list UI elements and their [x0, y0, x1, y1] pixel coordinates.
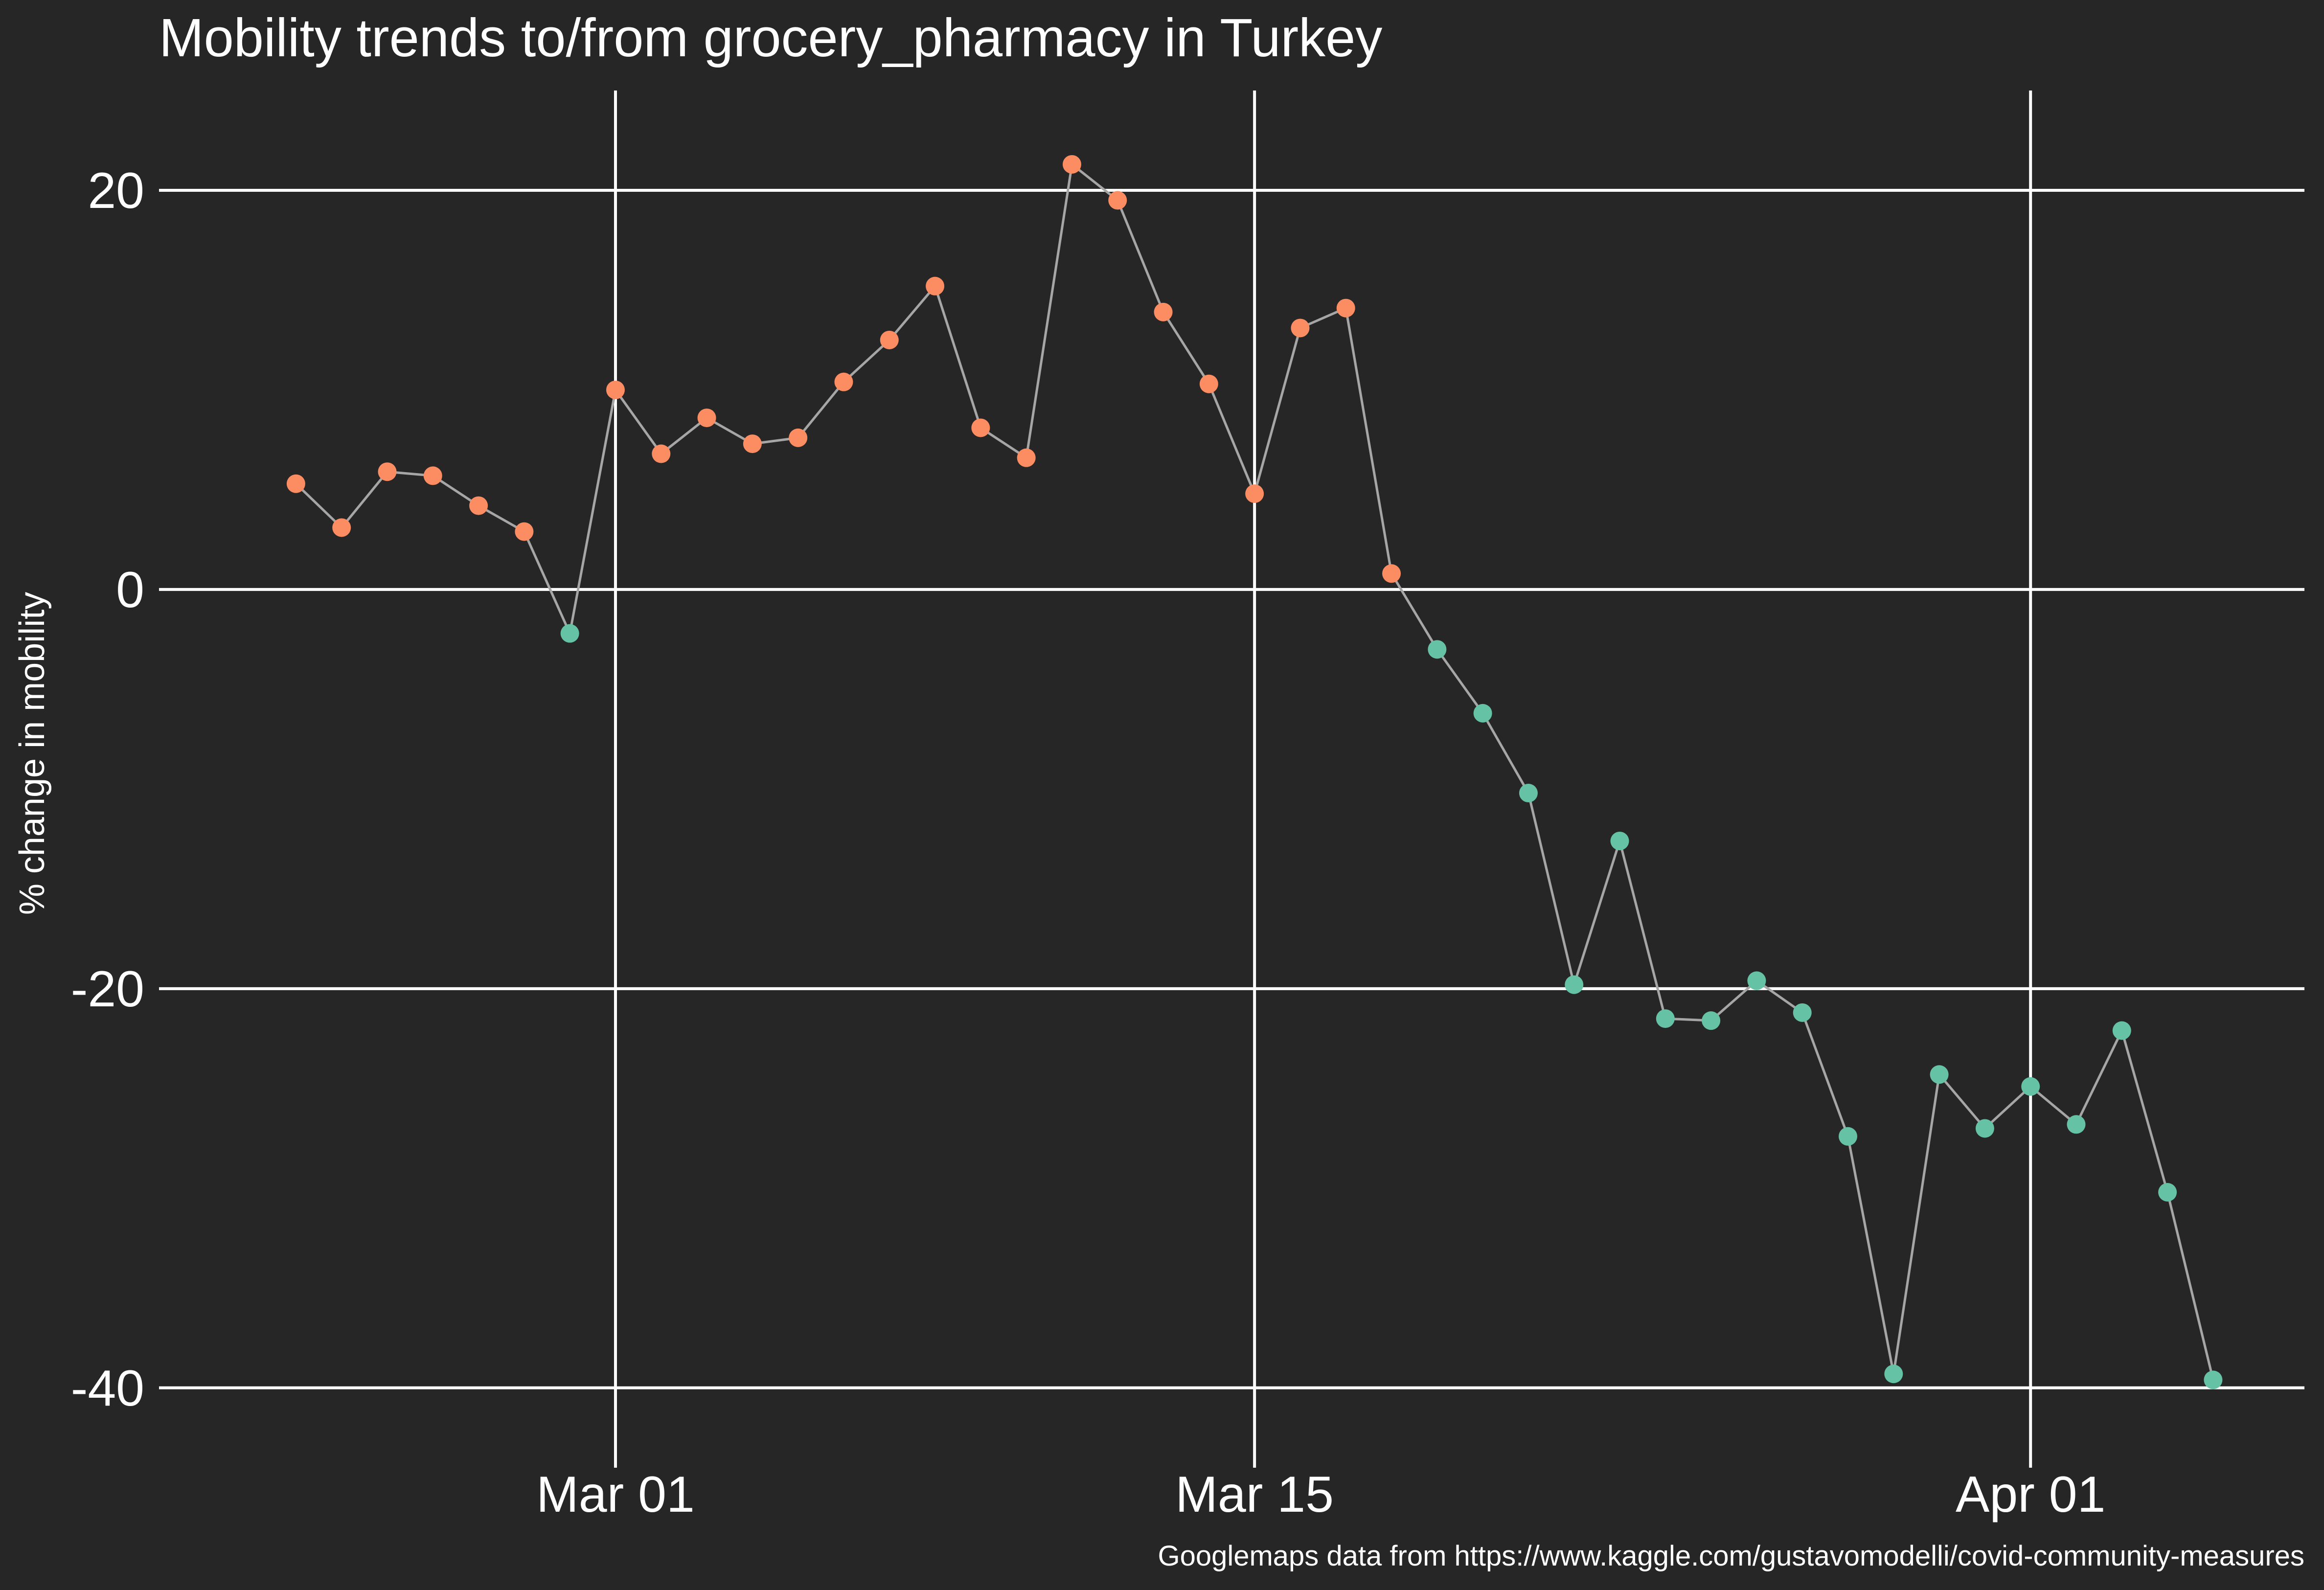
data-point [378, 462, 397, 481]
data-point [2158, 1183, 2177, 1202]
data-point [1793, 1003, 1812, 1022]
data-point [880, 330, 899, 349]
data-point [1473, 704, 1492, 723]
data-point [2021, 1077, 2040, 1096]
data-point [1747, 971, 1766, 990]
data-point [286, 474, 305, 493]
x-tick-label: Apr 01 [1956, 1466, 2105, 1523]
data-point [1382, 564, 1401, 583]
y-gridlines [159, 188, 2304, 1389]
y-axis-label: % change in mobility [13, 592, 52, 915]
data-point [1336, 298, 1355, 318]
data-point [2067, 1115, 2086, 1134]
x-tick-label: Mar 15 [1175, 1466, 1334, 1523]
data-point [1199, 374, 1218, 393]
data-point [423, 466, 442, 485]
data-point [1702, 1011, 1721, 1030]
y-tick-labels: 20 0 -20 -40 [71, 162, 144, 1417]
x-tick-label: Mar 01 [536, 1466, 695, 1523]
data-point [1017, 448, 1036, 467]
data-point [926, 276, 945, 295]
data-point [971, 418, 990, 437]
data-point [652, 444, 671, 463]
data-point [1428, 640, 1447, 659]
data-point [2204, 1370, 2223, 1389]
data-point [1154, 302, 1173, 321]
data-point [1291, 318, 1310, 338]
data-point [332, 518, 351, 537]
y-tick-label: -20 [71, 961, 144, 1018]
data-point [1975, 1119, 1994, 1138]
data-point [560, 624, 579, 643]
data-point [697, 409, 716, 428]
x-tick-labels: Mar 01 Mar 15 Apr 01 [536, 1466, 2105, 1523]
data-point [1839, 1127, 1858, 1146]
y-tick-label: -40 [71, 1360, 144, 1417]
data-point [1245, 484, 1264, 503]
data-points [286, 155, 2223, 1389]
data-point [1519, 784, 1538, 803]
data-point [1930, 1065, 1949, 1084]
data-point [1656, 1009, 1675, 1028]
data-point [834, 372, 853, 391]
data-point [469, 496, 488, 515]
data-point [515, 522, 534, 541]
data-point [2112, 1021, 2131, 1040]
y-tick-label: 0 [116, 562, 144, 618]
data-point [1108, 191, 1127, 210]
data-point [606, 380, 625, 399]
data-point [1062, 155, 1081, 174]
data-point [1884, 1364, 1903, 1384]
y-tick-label: 20 [88, 162, 144, 219]
data-point [1610, 831, 1629, 850]
data-point [1565, 975, 1584, 994]
chart-title: Mobility trends to/from grocery_pharmacy… [159, 8, 1382, 68]
data-point [789, 428, 808, 447]
data-source-caption: Googlemaps data from https://www.kaggle.… [1158, 1540, 2304, 1572]
x-gridlines [614, 91, 2032, 1468]
data-point [743, 434, 762, 454]
